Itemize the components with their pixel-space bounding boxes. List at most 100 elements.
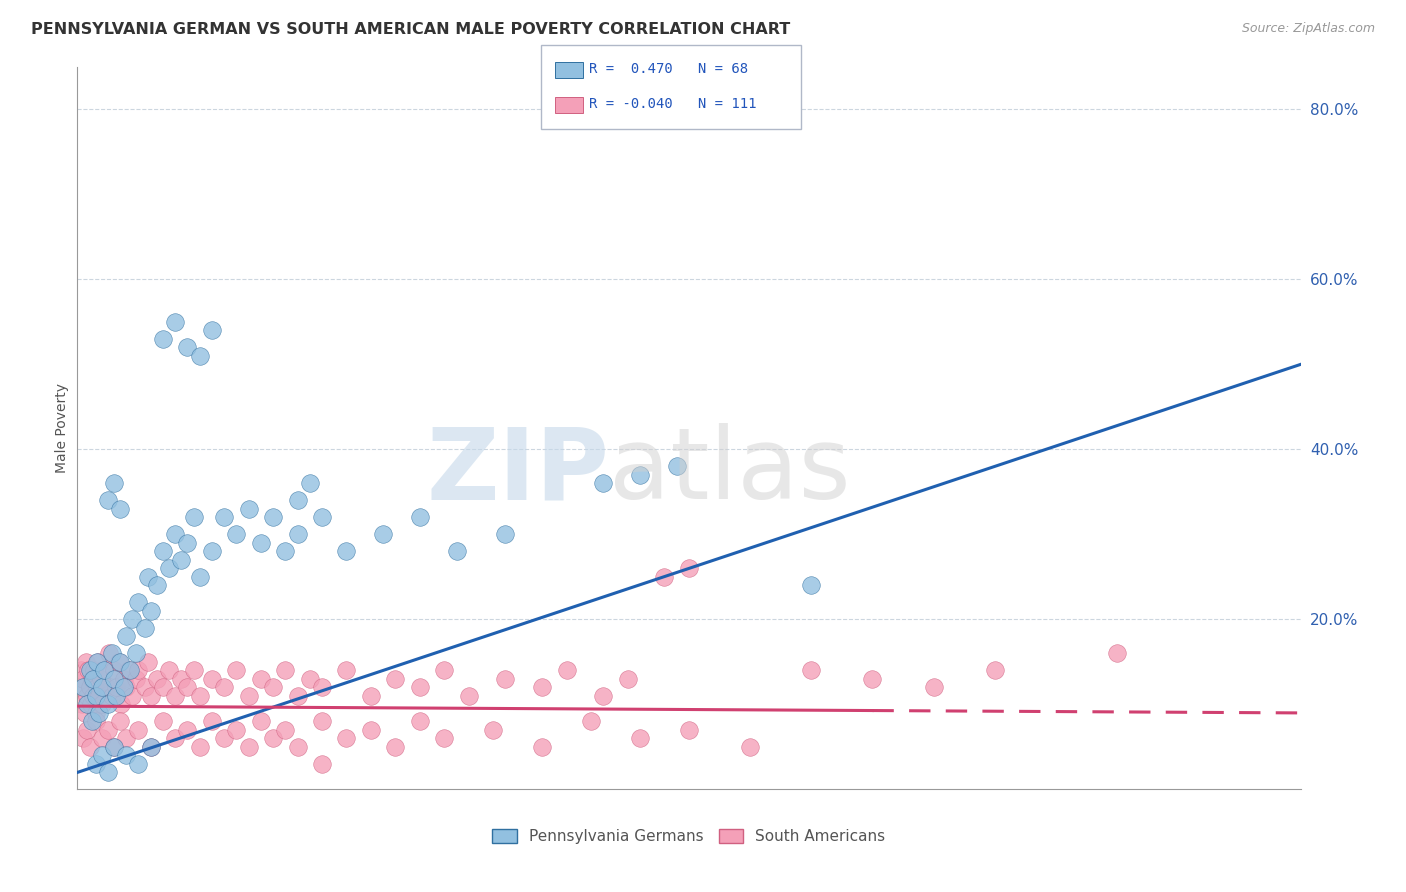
Point [250, 536, 273, 550]
Point [176, 681, 198, 695]
Point [112, 672, 135, 686]
Point [84, 756, 107, 771]
Point [311, 756, 333, 771]
Point [225, 723, 247, 737]
Point [371, 527, 394, 541]
Point [212, 510, 235, 524]
Point [90, 731, 112, 746]
Point [433, 664, 456, 678]
Point [250, 714, 273, 729]
Legend: Pennsylvania Germans, South Americans: Pennsylvania Germans, South Americans [486, 822, 891, 850]
Point [238, 502, 260, 516]
Point [152, 714, 174, 729]
Point [93, 664, 115, 678]
Point [287, 739, 309, 754]
Point [617, 672, 640, 686]
Point [108, 655, 131, 669]
Point [165, 731, 187, 746]
Point [384, 739, 406, 754]
Point [384, 672, 406, 686]
Point [118, 664, 141, 678]
Point [335, 731, 357, 746]
Point [103, 739, 125, 754]
Point [165, 527, 187, 541]
Point [409, 510, 432, 524]
Point [96, 681, 118, 695]
Point [70, 698, 93, 712]
Point [82, 672, 104, 686]
Point [134, 621, 156, 635]
Point [555, 664, 578, 678]
Point [360, 689, 382, 703]
Point [97, 493, 120, 508]
Point [84, 706, 107, 720]
Point [105, 689, 128, 703]
Point [103, 672, 125, 686]
Point [97, 723, 120, 737]
Point [495, 672, 517, 686]
Text: R =  0.470   N = 68: R = 0.470 N = 68 [589, 62, 748, 76]
Point [335, 664, 357, 678]
Point [72, 731, 94, 746]
Point [127, 723, 149, 737]
Point [80, 698, 103, 712]
Point [76, 698, 98, 712]
Point [82, 689, 104, 703]
Point [103, 476, 125, 491]
Point [115, 731, 138, 746]
Point [97, 765, 120, 780]
Point [335, 544, 357, 558]
Point [108, 655, 131, 669]
Point [86, 681, 108, 695]
Point [86, 655, 108, 669]
Point [188, 739, 211, 754]
Point [121, 689, 143, 703]
Point [579, 714, 602, 729]
Point [250, 672, 273, 686]
Point [628, 467, 651, 482]
Point [628, 731, 651, 746]
Text: ZIP: ZIP [426, 423, 609, 520]
Point [170, 672, 193, 686]
Point [592, 689, 614, 703]
Point [188, 689, 211, 703]
Point [238, 739, 260, 754]
Point [176, 536, 198, 550]
Point [75, 655, 97, 669]
Point [103, 739, 125, 754]
Point [89, 706, 111, 720]
Point [139, 689, 162, 703]
Point [287, 689, 309, 703]
Point [188, 349, 211, 363]
Point [176, 723, 198, 737]
Point [108, 502, 131, 516]
Point [136, 570, 159, 584]
Point [287, 493, 309, 508]
Point [100, 647, 122, 661]
Point [69, 681, 91, 695]
Point [201, 672, 224, 686]
Point [90, 672, 112, 686]
Y-axis label: Male Poverty: Male Poverty [55, 384, 69, 473]
Point [262, 681, 284, 695]
Point [77, 664, 100, 678]
Point [80, 714, 103, 729]
Point [136, 655, 159, 669]
Point [146, 672, 169, 686]
Point [409, 714, 432, 729]
Point [121, 612, 143, 626]
Point [531, 739, 554, 754]
Point [311, 714, 333, 729]
Point [90, 698, 112, 712]
Point [287, 527, 309, 541]
Point [76, 689, 98, 703]
Point [409, 681, 432, 695]
Point [103, 664, 125, 678]
Point [225, 664, 247, 678]
Point [90, 748, 112, 763]
Text: R = -0.040   N = 111: R = -0.040 N = 111 [589, 97, 756, 112]
Point [79, 739, 101, 754]
Point [146, 578, 169, 592]
Point [262, 731, 284, 746]
Point [984, 664, 1007, 678]
